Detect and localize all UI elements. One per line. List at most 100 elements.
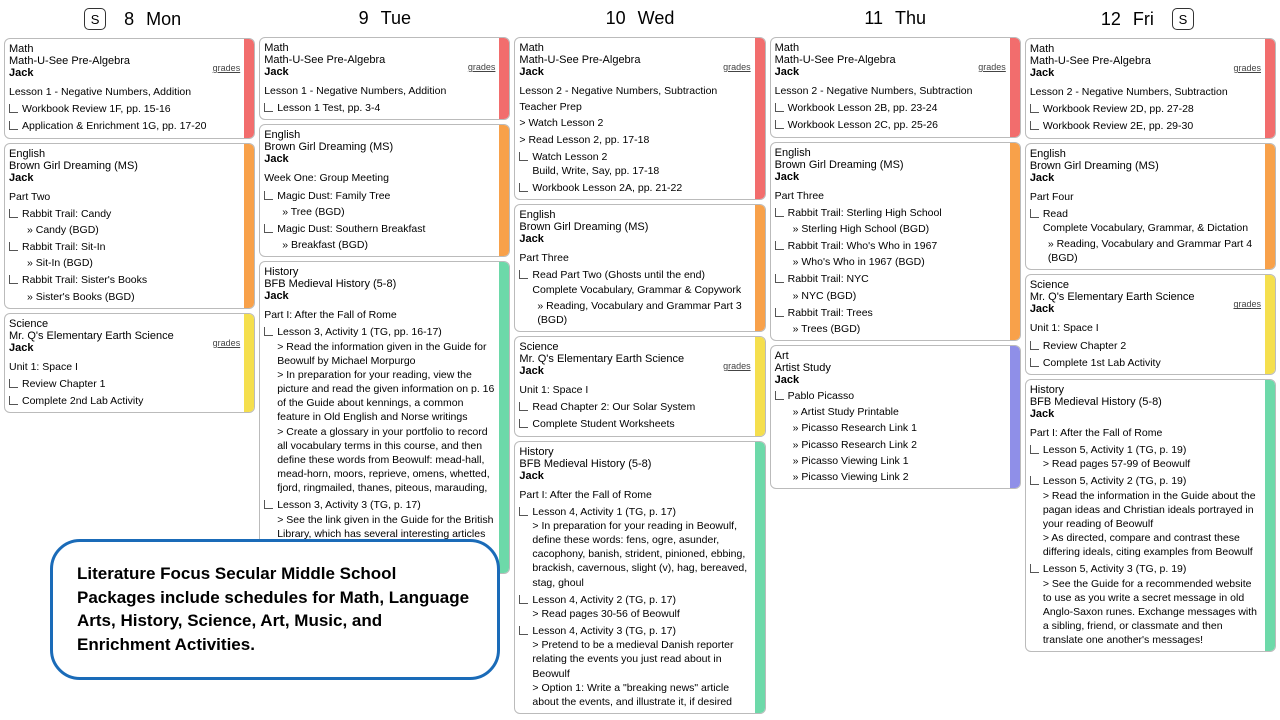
- task-line[interactable]: Magic Dust: Southern Breakfast: [264, 222, 497, 236]
- checkbox-icon[interactable]: [775, 103, 784, 112]
- task-sublink[interactable]: » Tree (BGD): [282, 205, 497, 219]
- assignment-card[interactable]: ArtArtist StudyJackPablo Picasso» Artist…: [770, 345, 1021, 489]
- task-line[interactable]: Rabbit Trail: Sit-In: [9, 240, 242, 254]
- task-sublink[interactable]: » Reading, Vocabulary and Grammar Part 4…: [1048, 237, 1263, 265]
- s-badge[interactable]: S: [1172, 8, 1194, 30]
- assignment-card[interactable]: HistoryBFB Medieval History (5-8)JackPar…: [514, 441, 765, 715]
- checkbox-icon[interactable]: [519, 402, 528, 411]
- checkbox-icon[interactable]: [775, 274, 784, 283]
- task-line[interactable]: Workbook Lesson 2A, pp. 21-22: [519, 181, 752, 195]
- checkbox-icon[interactable]: [1030, 341, 1039, 350]
- checkbox-icon[interactable]: [775, 391, 784, 400]
- checkbox-icon[interactable]: [1030, 104, 1039, 113]
- checkbox-icon[interactable]: [1030, 209, 1039, 218]
- task-sublink[interactable]: » Candy (BGD): [27, 223, 242, 237]
- checkbox-icon[interactable]: [775, 120, 784, 129]
- checkbox-icon[interactable]: [9, 104, 18, 113]
- task-line[interactable]: Read Part Two (Ghosts until the end) Com…: [519, 268, 752, 296]
- grades-link[interactable]: grades: [723, 62, 751, 72]
- checkbox-icon[interactable]: [1030, 564, 1039, 573]
- checkbox-icon[interactable]: [519, 595, 528, 604]
- checkbox-icon[interactable]: [1030, 476, 1039, 485]
- task-line[interactable]: Application & Enrichment 1G, pp. 17-20: [9, 119, 242, 133]
- assignment-card[interactable]: EnglishBrown Girl Dreaming (MS)JackPart …: [4, 143, 255, 309]
- task-sublink[interactable]: » Picasso Research Link 1: [793, 421, 1008, 435]
- task-sublink[interactable]: » Picasso Viewing Link 2: [793, 470, 1008, 484]
- grades-link[interactable]: grades: [213, 63, 241, 73]
- task-line[interactable]: Review Chapter 1: [9, 377, 242, 391]
- task-sublink[interactable]: » Reading, Vocabulary and Grammar Part 3…: [537, 299, 752, 327]
- task-line[interactable]: Lesson 5, Activity 1 (TG, p. 19) > Read …: [1030, 443, 1263, 471]
- checkbox-icon[interactable]: [519, 183, 528, 192]
- assignment-card[interactable]: EnglishBrown Girl Dreaming (MS)JackWeek …: [259, 124, 510, 257]
- task-line[interactable]: Lesson 5, Activity 2 (TG, p. 19) > Read …: [1030, 474, 1263, 559]
- assignment-card[interactable]: HistoryBFB Medieval History (5-8)JackPar…: [259, 261, 510, 574]
- checkbox-icon[interactable]: [264, 103, 273, 112]
- task-line[interactable]: Rabbit Trail: Sister's Books: [9, 273, 242, 287]
- task-line[interactable]: Complete 2nd Lab Activity: [9, 394, 242, 408]
- task-line[interactable]: Read Complete Vocabulary, Grammar, & Dic…: [1030, 207, 1263, 235]
- checkbox-icon[interactable]: [775, 208, 784, 217]
- task-sublink[interactable]: » Who's Who in 1967 (BGD): [793, 255, 1008, 269]
- task-line[interactable]: Pablo Picasso: [775, 389, 1008, 403]
- grades-link[interactable]: grades: [723, 361, 751, 371]
- task-line[interactable]: Complete Student Worksheets: [519, 417, 752, 431]
- checkbox-icon[interactable]: [9, 242, 18, 251]
- task-line[interactable]: Rabbit Trail: Who's Who in 1967: [775, 239, 1008, 253]
- assignment-card[interactable]: MathMath-U-See Pre-AlgebraJackgradesLess…: [4, 38, 255, 139]
- task-line[interactable]: Review Chapter 2: [1030, 339, 1263, 353]
- task-line[interactable]: Read Chapter 2: Our Solar System: [519, 400, 752, 414]
- task-line[interactable]: Workbook Lesson 2C, pp. 25-26: [775, 118, 1008, 132]
- task-line[interactable]: Rabbit Trail: Sterling High School: [775, 206, 1008, 220]
- task-line[interactable]: Lesson 1 Test, pp. 3-4: [264, 101, 497, 115]
- task-line[interactable]: Lesson 3, Activity 1 (TG, pp. 16-17) > R…: [264, 325, 497, 495]
- task-line[interactable]: Lesson 4, Activity 1 (TG, p. 17) > In pr…: [519, 505, 752, 590]
- task-line[interactable]: Lesson 4, Activity 3 (TG, p. 17) > Prete…: [519, 624, 752, 709]
- checkbox-icon[interactable]: [9, 121, 18, 130]
- s-badge[interactable]: S: [84, 8, 106, 30]
- checkbox-icon[interactable]: [519, 270, 528, 279]
- task-sublink[interactable]: » Sister's Books (BGD): [27, 290, 242, 304]
- task-sublink[interactable]: » Sit-In (BGD): [27, 256, 242, 270]
- checkbox-icon[interactable]: [519, 152, 528, 161]
- task-line[interactable]: Watch Lesson 2 Build, Write, Say, pp. 17…: [519, 150, 752, 178]
- task-line[interactable]: Workbook Review 1F, pp. 15-16: [9, 102, 242, 116]
- task-line[interactable]: Rabbit Trail: NYC: [775, 272, 1008, 286]
- assignment-card[interactable]: MathMath-U-See Pre-AlgebraJackgradesLess…: [259, 37, 510, 120]
- assignment-card[interactable]: MathMath-U-See Pre-AlgebraJackgradesLess…: [514, 37, 765, 200]
- checkbox-icon[interactable]: [775, 241, 784, 250]
- checkbox-icon[interactable]: [264, 224, 273, 233]
- task-sublink[interactable]: » Trees (BGD): [793, 322, 1008, 336]
- checkbox-icon[interactable]: [9, 275, 18, 284]
- checkbox-icon[interactable]: [9, 396, 18, 405]
- task-line[interactable]: Workbook Lesson 2B, pp. 23-24: [775, 101, 1008, 115]
- task-line[interactable]: Workbook Review 2E, pp. 29-30: [1030, 119, 1263, 133]
- assignment-card[interactable]: MathMath-U-See Pre-AlgebraJackgradesLess…: [770, 37, 1021, 138]
- assignment-card[interactable]: ScienceMr. Q's Elementary Earth ScienceJ…: [4, 313, 255, 414]
- checkbox-icon[interactable]: [1030, 358, 1039, 367]
- checkbox-icon[interactable]: [264, 191, 273, 200]
- task-line[interactable]: Workbook Review 2D, pp. 27-28: [1030, 102, 1263, 116]
- assignment-card[interactable]: ScienceMr. Q's Elementary Earth ScienceJ…: [1025, 274, 1276, 375]
- task-line[interactable]: Rabbit Trail: Candy: [9, 207, 242, 221]
- task-line[interactable]: Lesson 5, Activity 3 (TG, p. 19) > See t…: [1030, 562, 1263, 647]
- task-line[interactable]: Magic Dust: Family Tree: [264, 189, 497, 203]
- checkbox-icon[interactable]: [519, 419, 528, 428]
- task-line[interactable]: Lesson 4, Activity 2 (TG, p. 17) > Read …: [519, 593, 752, 621]
- checkbox-icon[interactable]: [519, 507, 528, 516]
- grades-link[interactable]: grades: [978, 62, 1006, 72]
- checkbox-icon[interactable]: [9, 379, 18, 388]
- task-sublink[interactable]: » NYC (BGD): [793, 289, 1008, 303]
- task-line[interactable]: Complete 1st Lab Activity: [1030, 356, 1263, 370]
- checkbox-icon[interactable]: [1030, 121, 1039, 130]
- assignment-card[interactable]: EnglishBrown Girl Dreaming (MS)JackPart …: [514, 204, 765, 332]
- assignment-card[interactable]: EnglishBrown Girl Dreaming (MS)JackPart …: [770, 142, 1021, 342]
- task-sublink[interactable]: » Breakfast (BGD): [282, 238, 497, 252]
- assignment-card[interactable]: MathMath-U-See Pre-AlgebraJackgradesLess…: [1025, 38, 1276, 139]
- checkbox-icon[interactable]: [9, 209, 18, 218]
- checkbox-icon[interactable]: [264, 327, 273, 336]
- checkbox-icon[interactable]: [1030, 445, 1039, 454]
- task-sublink[interactable]: » Sterling High School (BGD): [793, 222, 1008, 236]
- grades-link[interactable]: grades: [1233, 299, 1261, 309]
- grades-link[interactable]: grades: [468, 62, 496, 72]
